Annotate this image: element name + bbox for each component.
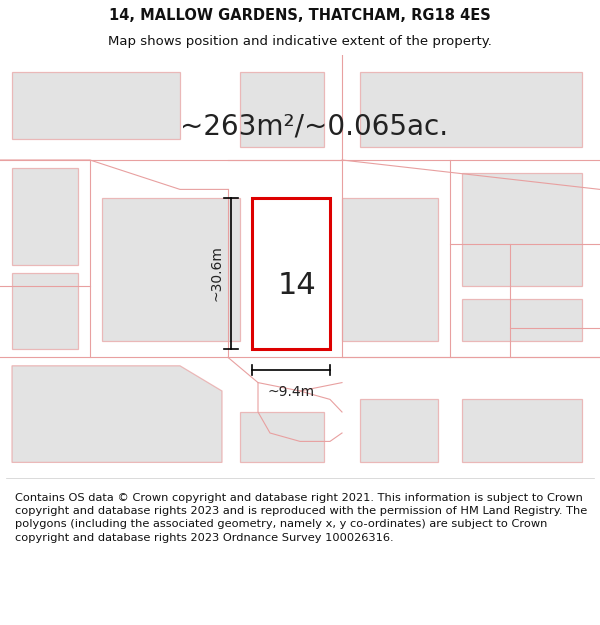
- Polygon shape: [462, 399, 582, 462]
- Text: Contains OS data © Crown copyright and database right 2021. This information is : Contains OS data © Crown copyright and d…: [15, 493, 587, 542]
- Text: ~263m²/~0.065ac.: ~263m²/~0.065ac.: [180, 112, 448, 141]
- Polygon shape: [360, 399, 438, 462]
- Polygon shape: [360, 72, 582, 148]
- Text: 14: 14: [278, 271, 316, 301]
- Polygon shape: [462, 299, 582, 341]
- Text: 14, MALLOW GARDENS, THATCHAM, RG18 4ES: 14, MALLOW GARDENS, THATCHAM, RG18 4ES: [109, 8, 491, 23]
- Polygon shape: [240, 412, 324, 462]
- Polygon shape: [342, 198, 438, 341]
- Polygon shape: [12, 366, 222, 462]
- Polygon shape: [102, 198, 240, 341]
- Polygon shape: [12, 273, 78, 349]
- Text: Map shows position and indicative extent of the property.: Map shows position and indicative extent…: [108, 35, 492, 48]
- Polygon shape: [240, 72, 324, 148]
- Polygon shape: [12, 72, 180, 139]
- Text: ~9.4m: ~9.4m: [268, 385, 314, 399]
- Polygon shape: [462, 173, 582, 286]
- Polygon shape: [252, 198, 330, 349]
- Polygon shape: [12, 168, 78, 265]
- Text: ~30.6m: ~30.6m: [209, 246, 223, 301]
